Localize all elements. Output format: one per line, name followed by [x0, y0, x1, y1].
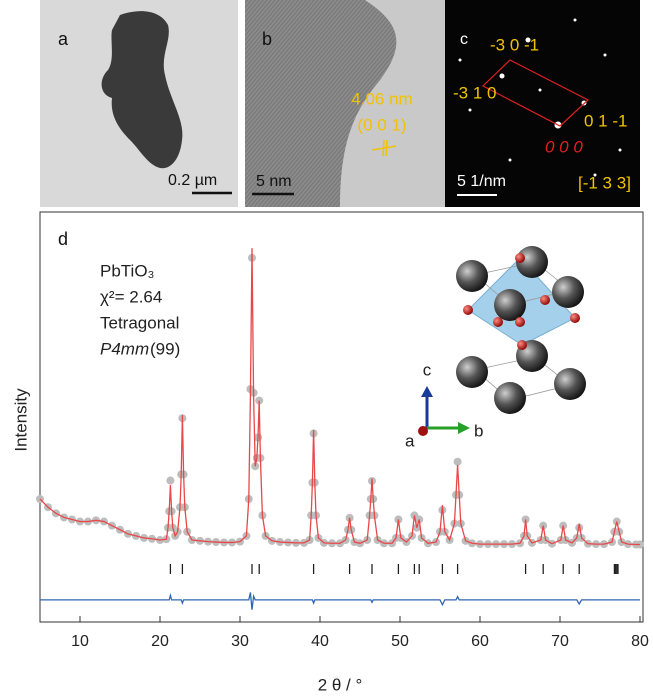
spacing-label: 4.06 nm — [351, 89, 412, 108]
plane-label: (0 0 1) — [357, 115, 406, 134]
particle — [101, 11, 183, 169]
scale-bar-label: 0.2 µm — [168, 172, 217, 189]
spot-label: 0 1 -1 — [584, 111, 627, 130]
x-tick-label: 50 — [391, 633, 409, 650]
panel-label: d — [58, 229, 68, 249]
annotation: χ²= 2.64 — [100, 287, 162, 306]
profile-line — [39, 248, 640, 546]
axis-label: a — [405, 431, 415, 450]
panel-label: a — [58, 29, 69, 49]
crystal-inset — [456, 246, 586, 414]
annotation: Tetragonal — [100, 313, 179, 332]
x-tick-label: 40 — [311, 633, 329, 650]
axis-label: b — [474, 421, 483, 440]
observed-point — [575, 523, 584, 532]
panel-label: c — [460, 31, 468, 48]
x-tick-label: 70 — [551, 633, 569, 650]
panel-b: b 4.06 nm (0 0 1) 5 nm — [245, 0, 480, 207]
x-axis-title: 2 θ / ° — [318, 675, 363, 694]
scale-bar-label: 5 1/nm — [457, 173, 506, 190]
annotation: (99) — [150, 339, 180, 358]
axis-indicator: c a b — [405, 360, 483, 450]
x-tick-label: 30 — [231, 633, 249, 650]
spacing-marker — [382, 139, 385, 157]
axis-label: c — [423, 360, 432, 379]
observed-point — [453, 457, 462, 466]
zone-axis: [-1 3 3] — [578, 173, 631, 192]
plot-frame — [39, 211, 644, 623]
spot-label: 0 0 0 — [545, 137, 583, 156]
panel-a: a 0.2 µm — [40, 0, 238, 207]
x-tick-label: 20 — [151, 633, 169, 650]
x-tick-label: 10 — [71, 633, 89, 650]
scale-bar-label: 5 nm — [256, 173, 292, 190]
spot-label: -3 1 0 — [453, 83, 496, 102]
panel-label: b — [262, 29, 272, 49]
xrd-plot: d PbTiO₃ χ²= 2.64 Tetragonal P4mm (99) 2… — [11, 211, 649, 694]
spacing-marker — [385, 139, 388, 157]
annotation: PbTiO₃ — [100, 261, 154, 280]
unit-cell — [481, 59, 590, 127]
y-axis-title: Intensity — [11, 388, 30, 452]
annotation: P4mm — [100, 339, 149, 358]
x-tick-label: 80 — [631, 633, 649, 650]
profile-line — [40, 592, 640, 610]
spot-label: -3 0 -1 — [490, 35, 539, 54]
x-tick-label: 60 — [471, 633, 489, 650]
observed-point — [166, 476, 175, 485]
panel-c: c -3 0 -1 -3 1 0 0 1 -1 0 0 0 5 1/nm [-1… — [445, 0, 640, 207]
diffraction-pattern — [445, 0, 640, 207]
